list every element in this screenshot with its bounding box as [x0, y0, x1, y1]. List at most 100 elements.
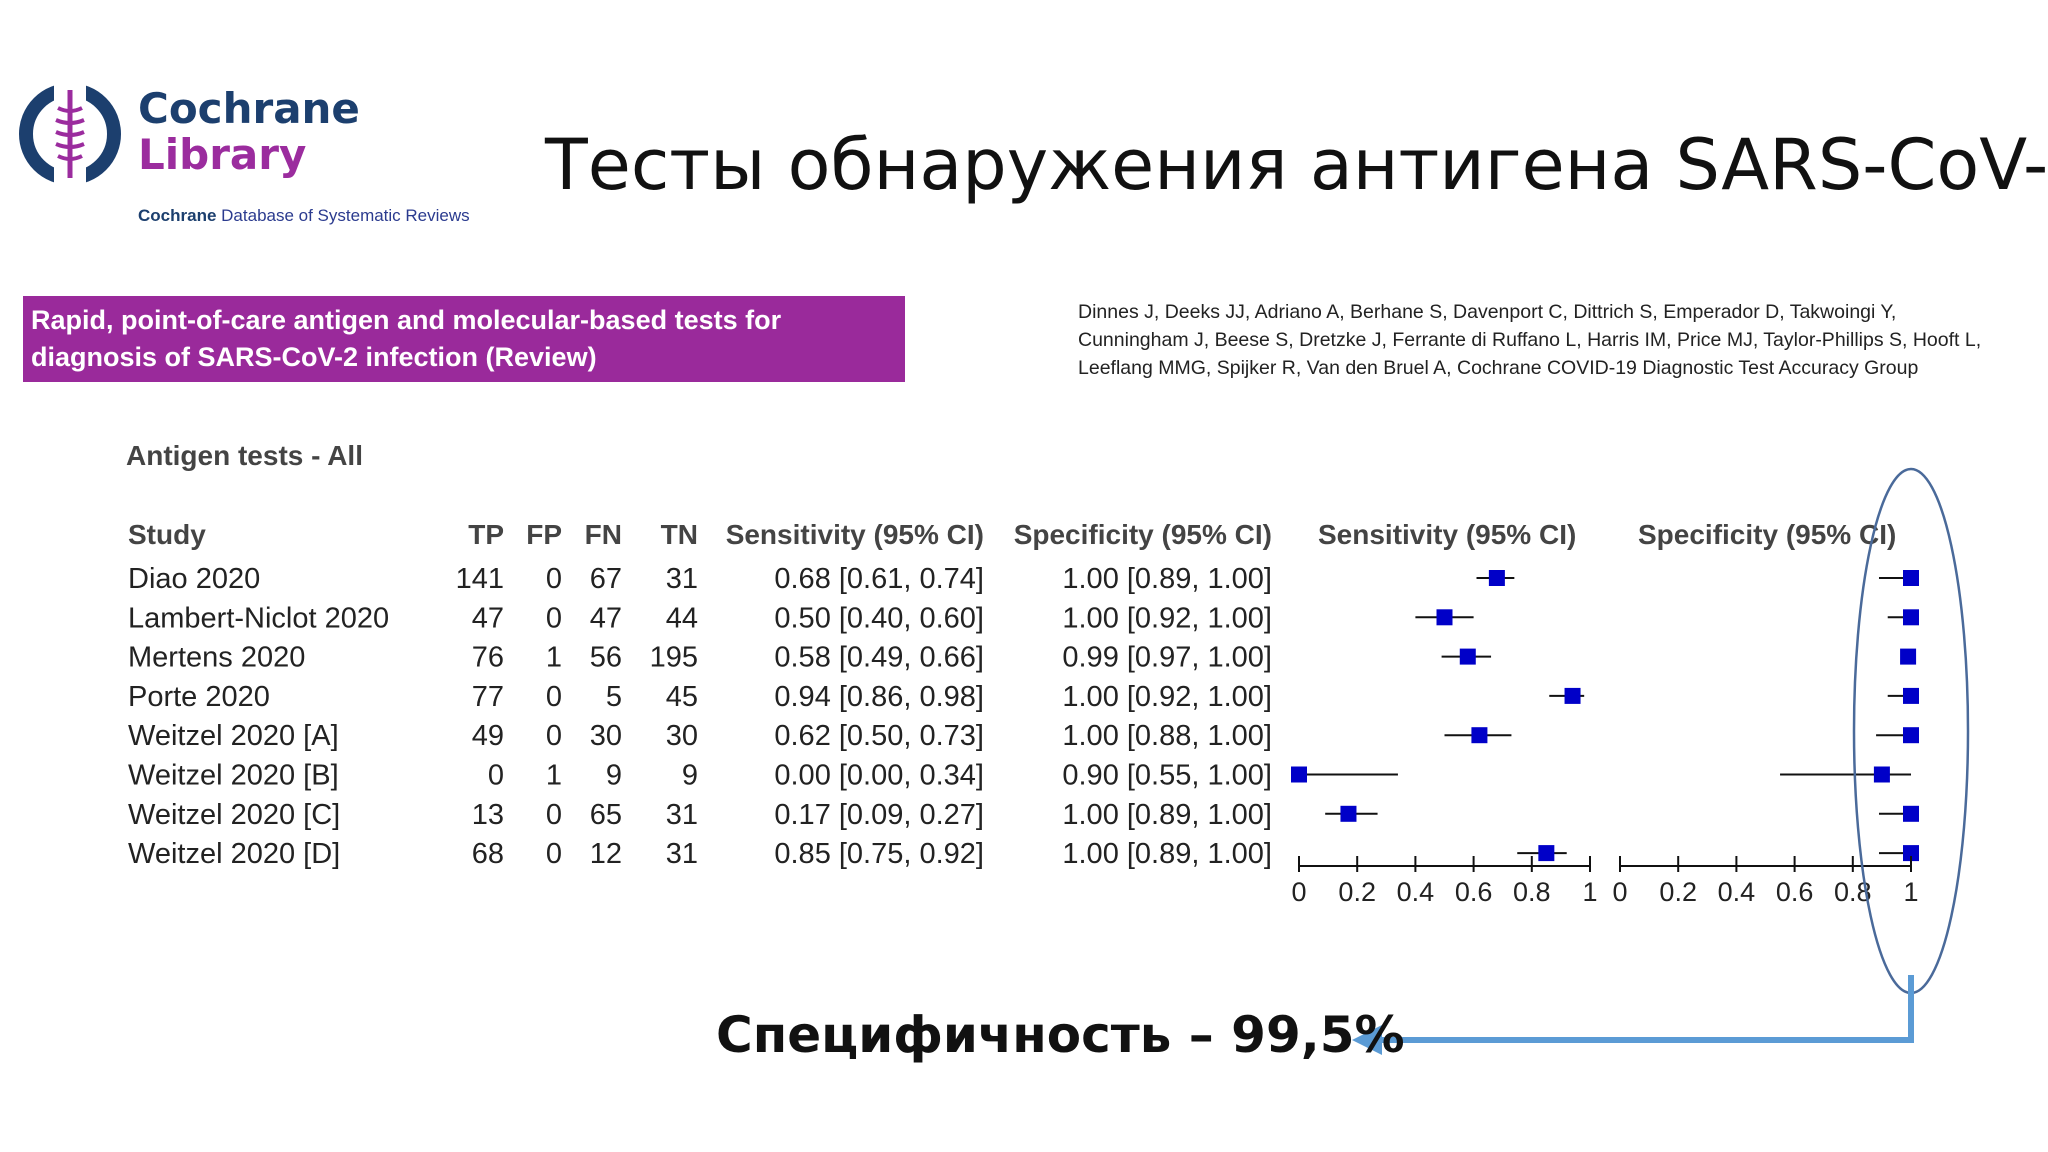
table-cell: 0	[546, 838, 562, 870]
sensitivity-point	[1471, 727, 1488, 744]
column-header: Specificity (95% CI)	[1014, 519, 1272, 550]
sensitivity-axis-tick-label: 0.2	[1338, 877, 1376, 907]
table-cell: 1.00 [0.89, 1.00]	[1062, 563, 1272, 595]
table-cell: 76	[472, 642, 504, 674]
table-cell: 0.68 [0.61, 0.74]	[774, 563, 984, 595]
specificity-point	[1903, 805, 1919, 822]
specificity-axis-tick-label: 0	[1612, 877, 1627, 907]
table-cell: 30	[666, 720, 698, 752]
table-cell: 68	[472, 838, 504, 870]
table-cell: 31	[666, 799, 698, 831]
sensitivity-axis-tick-label: 1	[1582, 877, 1597, 907]
table-cell: 0.85 [0.75, 0.92]	[774, 838, 984, 870]
table-cell: 0	[546, 681, 562, 713]
authors-list: Dinnes J, Deeks JJ, Adriano A, Berhane S…	[1078, 301, 1982, 379]
arrow-connector	[1380, 975, 1914, 1043]
sensitivity-point	[1564, 687, 1581, 704]
brand-name-line2: Library	[138, 130, 307, 179]
column-header: TN	[661, 519, 698, 550]
table-cell: 30	[590, 720, 622, 752]
column-header: Study	[128, 519, 206, 550]
table-cell: 0.94 [0.86, 0.98]	[774, 681, 984, 713]
table-cell: 49	[472, 720, 504, 752]
table-cell: 5	[606, 681, 622, 713]
table-cell: 9	[606, 760, 622, 792]
sensitivity-axis-tick-label: 0.6	[1455, 877, 1493, 907]
brand-subtitle-bold: Cochrane	[138, 206, 217, 225]
table-cell: 45	[666, 681, 698, 713]
table-cell: 13	[472, 799, 504, 831]
table-cell: 65	[590, 799, 622, 831]
review-banner-line2: diagnosis of SARS-CoV-2 infection (Revie…	[31, 342, 597, 372]
specificity-point	[1900, 648, 1917, 665]
specificity-callout: Специфичность – 99,5%	[716, 1006, 1405, 1064]
specificity-point	[1903, 687, 1919, 704]
table-cell: 12	[590, 838, 622, 870]
table-cell: 1	[546, 760, 562, 792]
table-cell: 31	[666, 838, 698, 870]
table-cell: 1	[546, 642, 562, 674]
sensitivity-point	[1291, 766, 1307, 783]
table-cell: 0.50 [0.40, 0.60]	[774, 602, 984, 634]
table-cell: Diao 2020	[128, 563, 260, 595]
table-cell: Weitzel 2020 [B]	[128, 760, 339, 792]
column-header: Sensitivity (95% CI)	[726, 519, 984, 550]
table-cell: 56	[590, 642, 622, 674]
column-header: FN	[585, 519, 622, 550]
table-cell: Mertens 2020	[128, 642, 305, 674]
table-title: Antigen tests - All	[126, 440, 363, 471]
plot-header: Sensitivity (95% CI)	[1318, 519, 1576, 550]
brand-name-line1: Cochrane	[138, 84, 360, 133]
table-cell: 0	[488, 760, 504, 792]
specificity-axis-tick-label: 0.6	[1776, 877, 1814, 907]
brand-subtitle-rest: Database of Systematic Reviews	[221, 206, 470, 225]
sensitivity-point	[1436, 609, 1453, 626]
column-header: FP	[526, 519, 562, 550]
table-cell: 0	[546, 602, 562, 634]
table-cell: 31	[666, 563, 698, 595]
sensitivity-axis-tick-label: 0	[1291, 877, 1306, 907]
slide-title: Тесты обнаружения антигена SARS-CoV-2	[545, 124, 2048, 206]
table-cell: 44	[666, 602, 698, 634]
review-banner-line1: Rapid, point-of-care antigen and molecul…	[31, 305, 782, 335]
column-header: TP	[468, 519, 504, 550]
brand-subtitle: Cochrane Database of Systematic Reviews	[138, 206, 470, 226]
table-cell: 195	[650, 642, 698, 674]
sensitivity-point	[1340, 805, 1357, 822]
table-cell: 0.99 [0.97, 1.00]	[1062, 642, 1272, 674]
table-cell: 0	[546, 563, 562, 595]
table-cell: 0.62 [0.50, 0.73]	[774, 720, 984, 752]
table-cell: Lambert-Niclot 2020	[128, 602, 389, 634]
sensitivity-axis-tick-label: 0.4	[1397, 877, 1435, 907]
arrow-head-icon	[1352, 1025, 1382, 1055]
sensitivity-point	[1488, 570, 1505, 586]
table-cell: 9	[682, 760, 698, 792]
specificity-point	[1903, 609, 1919, 626]
table-cell: 0.58 [0.49, 0.66]	[774, 642, 984, 674]
table-cell: Weitzel 2020 [D]	[128, 838, 340, 870]
specificity-point	[1903, 727, 1919, 744]
table-cell: 1.00 [0.89, 1.00]	[1062, 838, 1272, 870]
sensitivity-point	[1538, 845, 1555, 862]
plot-header: Specificity (95% CI)	[1638, 519, 1896, 550]
specificity-point	[1903, 570, 1919, 586]
specificity-point	[1873, 766, 1890, 783]
table-cell: 67	[590, 563, 622, 595]
cochrane-logo-icon	[19, 82, 121, 186]
specificity-axis-tick-label: 1	[1903, 877, 1918, 907]
table-cell: 1.00 [0.92, 1.00]	[1062, 602, 1272, 634]
sensitivity-point	[1459, 648, 1476, 665]
table-cell: 0	[546, 720, 562, 752]
table-cell: 0.00 [0.00, 0.34]	[774, 760, 984, 792]
specificity-axis-tick-label: 0.2	[1659, 877, 1697, 907]
table-cell: Weitzel 2020 [C]	[128, 799, 340, 831]
table-cell: 47	[472, 602, 504, 634]
table-cell: Porte 2020	[128, 681, 270, 713]
table-cell: 141	[456, 563, 504, 595]
specificity-point	[1903, 845, 1919, 862]
table-cell: 0	[546, 799, 562, 831]
table-cell: 77	[472, 681, 504, 713]
review-banner: Rapid, point-of-care antigen and molecul…	[23, 296, 905, 382]
table-cell: 1.00 [0.92, 1.00]	[1062, 681, 1272, 713]
